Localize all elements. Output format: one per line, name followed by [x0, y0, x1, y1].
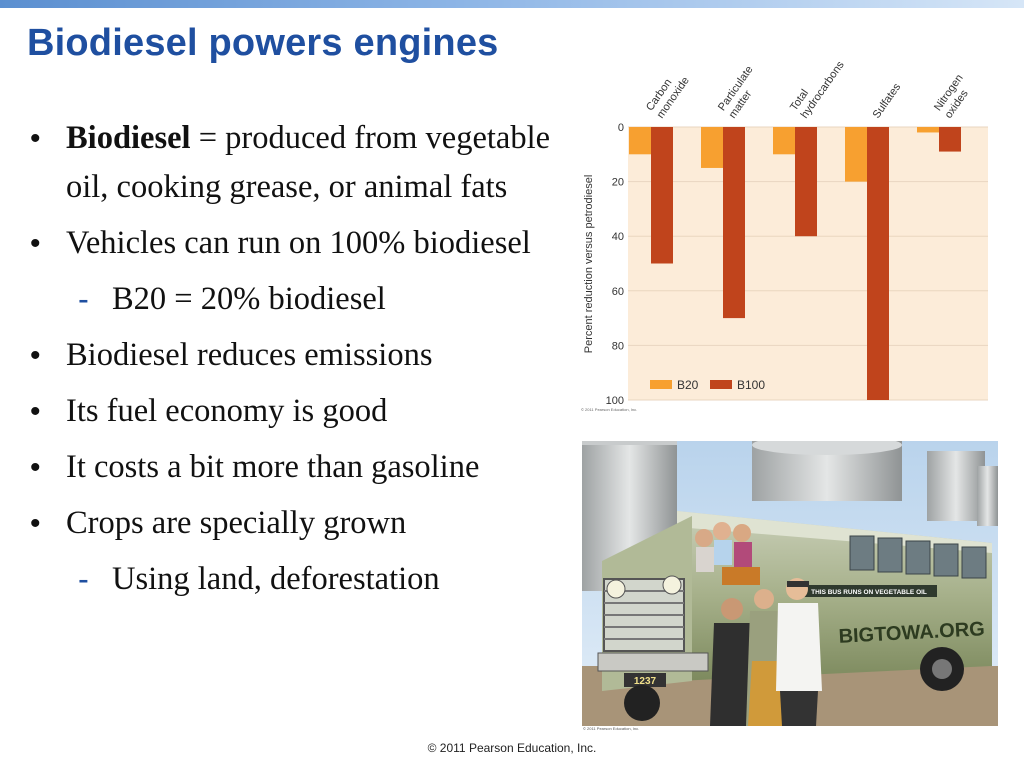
chart-bar-b20: [629, 127, 651, 155]
chart-bar-b100: [795, 127, 817, 237]
chart-bar-b20: [773, 127, 795, 155]
chart-category-label-line: hydrocarbons: [799, 59, 847, 121]
chart-y-tick-label: 60: [612, 286, 624, 298]
chart-y-axis-label: Percent reduction versus petrodiesel: [583, 175, 595, 354]
bus-number: 1237: [634, 676, 657, 687]
bullet-icon: •: [30, 122, 41, 155]
chart-y-tick-label: 20: [612, 177, 624, 189]
bullet-item-biodiesel-definition: • Biodiesel = produced from vegetable oi…: [30, 114, 590, 212]
people-group: [695, 522, 822, 726]
bullet-list: • Biodiesel = produced from vegetable oi…: [30, 114, 590, 611]
sub-bullet-text: Using land, deforestation: [112, 561, 440, 597]
bullet-item-emissions: • Biodiesel reduces emissions: [30, 331, 590, 380]
bullet-text: Biodiesel reduces emissions: [66, 337, 433, 373]
chart-legend-swatch: [650, 380, 672, 389]
chart-bar-b20: [701, 127, 723, 168]
chart-legend: B20 B100: [650, 378, 765, 392]
bullet-text: Crops are specially grown: [66, 505, 407, 541]
bullet-text: = produced from vegetable oil, cooking g…: [66, 120, 551, 205]
bullet-text: It costs a bit more than gasoline: [66, 449, 480, 485]
bullet-text: Vehicles can run on 100% biodiesel: [66, 225, 531, 261]
chart-category-label-line: Sulfates: [871, 81, 904, 121]
footer-copyright: © 2011 Pearson Education, Inc.: [427, 741, 597, 755]
sub-bullet-item-land: - Using land, deforestation: [30, 555, 590, 604]
chart-legend-label: B20: [677, 378, 699, 392]
slide-title: Biodiesel powers engines: [27, 22, 499, 64]
chart-bar-b20: [917, 127, 939, 133]
bullet-icon: •: [30, 339, 41, 372]
chart-legend-label: B100: [737, 378, 765, 392]
chart-category-label: Sulfates: [871, 81, 904, 121]
chart-bar-b100: [723, 127, 745, 319]
chart-credit: © 2011 Pearson Education, Inc.: [581, 407, 637, 412]
chart-legend-swatch: [710, 380, 732, 389]
bullet-item-vehicles: • Vehicles can run on 100% biodiesel: [30, 219, 590, 268]
bus-sign-text: THIS BUS RUNS ON VEGETABLE OIL: [811, 589, 927, 596]
top-accent-bar: [0, 0, 1024, 8]
bullet-item-crops: • Crops are specially grown: [30, 499, 590, 548]
chart-bar-b20: [845, 127, 867, 182]
bullet-icon: •: [30, 507, 41, 540]
chart-y-ticks: 0 20 40 60 80 100: [606, 122, 624, 407]
dash-icon: -: [78, 281, 89, 317]
bullet-item-fuel-economy: • Its fuel economy is good: [30, 387, 590, 436]
photo-credit: © 2011 Pearson Education, Inc.: [583, 726, 640, 731]
chart-bar-b100: [867, 127, 889, 400]
chart-y-tick-label: 100: [606, 395, 624, 407]
dash-icon: -: [78, 561, 89, 597]
chart-y-tick-label: 80: [612, 340, 624, 352]
bullet-icon: •: [30, 395, 41, 428]
chart-bar-b100: [651, 127, 673, 264]
chart-y-tick-label: 0: [618, 122, 624, 134]
bullet-icon: •: [30, 451, 41, 484]
chart-bars: [629, 127, 961, 400]
bullet-item-cost: • It costs a bit more than gasoline: [30, 443, 590, 492]
sub-bullet-item-b20: - B20 = 20% biodiesel: [30, 275, 590, 324]
biodiesel-bus-photo: 1237 THIS BUS RUNS ON VEGETABLE OIL BIGT…: [582, 441, 998, 726]
bullet-text: Its fuel economy is good: [66, 393, 388, 429]
bullet-term: Biodiesel: [66, 120, 191, 156]
chart-y-tick-label: 40: [612, 231, 624, 243]
bullet-icon: •: [30, 227, 41, 260]
sub-bullet-text: B20 = 20% biodiesel: [112, 281, 386, 317]
chart-bar-b100: [939, 127, 961, 152]
